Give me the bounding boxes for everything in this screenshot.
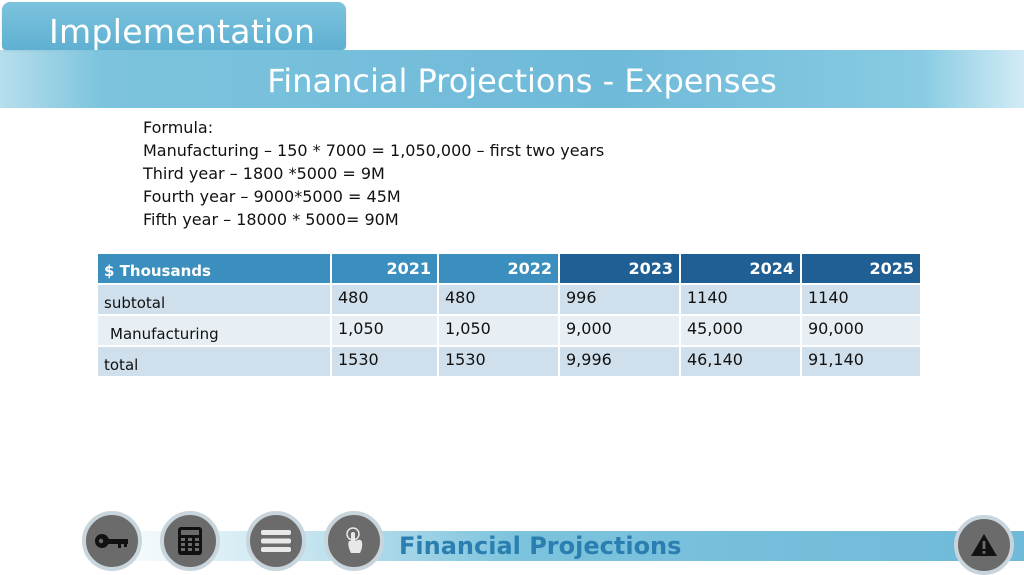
key-button[interactable] bbox=[82, 511, 142, 571]
table-cell: 1,050 bbox=[439, 316, 558, 345]
table-header-row: $ Thousands 2021 2022 2023 2024 2025 bbox=[98, 254, 920, 283]
page-title: Financial Projections - Expenses bbox=[267, 62, 777, 100]
row-label-text: Manufacturing bbox=[110, 324, 219, 343]
table-header-cell: $ Thousands bbox=[98, 254, 330, 283]
table-cell: 9,996 bbox=[560, 347, 679, 376]
table-row: subtotal 480 480 996 1140 1140 bbox=[98, 285, 920, 314]
table-row: Manufacturing 1,050 1,050 9,000 45,000 9… bbox=[98, 316, 920, 345]
warning-button[interactable] bbox=[954, 515, 1014, 575]
table-cell: 480 bbox=[332, 285, 437, 314]
calculator-icon bbox=[178, 527, 202, 555]
formula-line: Fifth year – 18000 * 5000= 90M bbox=[143, 210, 399, 229]
table-cell: 1140 bbox=[802, 285, 920, 314]
touch-icon bbox=[346, 527, 363, 553]
table-cell: 45,000 bbox=[681, 316, 800, 345]
table-header-cell: 2022 bbox=[439, 254, 558, 283]
title-band: Financial Projections - Expenses bbox=[0, 50, 1024, 108]
expenses-table: $ Thousands 2021 2022 2023 2024 2025 sub… bbox=[96, 252, 922, 378]
formula-line: Fourth year – 9000*5000 = 45M bbox=[143, 187, 401, 206]
formula-line: Formula: bbox=[143, 118, 214, 137]
table-header-cell: 2023 bbox=[560, 254, 679, 283]
row-label: Manufacturing bbox=[98, 316, 330, 345]
row-label: total bbox=[98, 347, 330, 376]
warning-icon bbox=[971, 534, 997, 556]
formula-line: Manufacturing – 150 * 7000 = 1,050,000 –… bbox=[143, 141, 605, 160]
formula-line: Third year – 1800 *5000 = 9M bbox=[143, 164, 385, 183]
calculator-button[interactable] bbox=[160, 511, 220, 571]
formula-text: Formula: Manufacturing – 150 * 7000 = 1,… bbox=[143, 116, 604, 231]
table-header-cell: 2024 bbox=[681, 254, 800, 283]
table-header-cell: 2025 bbox=[802, 254, 920, 283]
section-tab: Implementation bbox=[2, 2, 346, 51]
row-label: subtotal bbox=[98, 285, 330, 314]
key-icon bbox=[95, 534, 128, 548]
table-cell: 91,140 bbox=[802, 347, 920, 376]
table-row: total 1530 1530 9,996 46,140 91,140 bbox=[98, 347, 920, 376]
table-cell: 9,000 bbox=[560, 316, 679, 345]
menu-button[interactable] bbox=[246, 511, 306, 571]
table-header-cell: 2021 bbox=[332, 254, 437, 283]
table-cell: 1530 bbox=[439, 347, 558, 376]
footer-label: Financial Projections bbox=[399, 532, 682, 560]
table-cell: 46,140 bbox=[681, 347, 800, 376]
table-cell: 1,050 bbox=[332, 316, 437, 345]
touch-button[interactable] bbox=[324, 511, 384, 571]
table-cell: 996 bbox=[560, 285, 679, 314]
section-tab-label: Implementation bbox=[49, 12, 316, 51]
table-cell: 480 bbox=[439, 285, 558, 314]
menu-icon bbox=[261, 530, 291, 552]
table-cell: 1530 bbox=[332, 347, 437, 376]
table-cell: 90,000 bbox=[802, 316, 920, 345]
table-cell: 1140 bbox=[681, 285, 800, 314]
